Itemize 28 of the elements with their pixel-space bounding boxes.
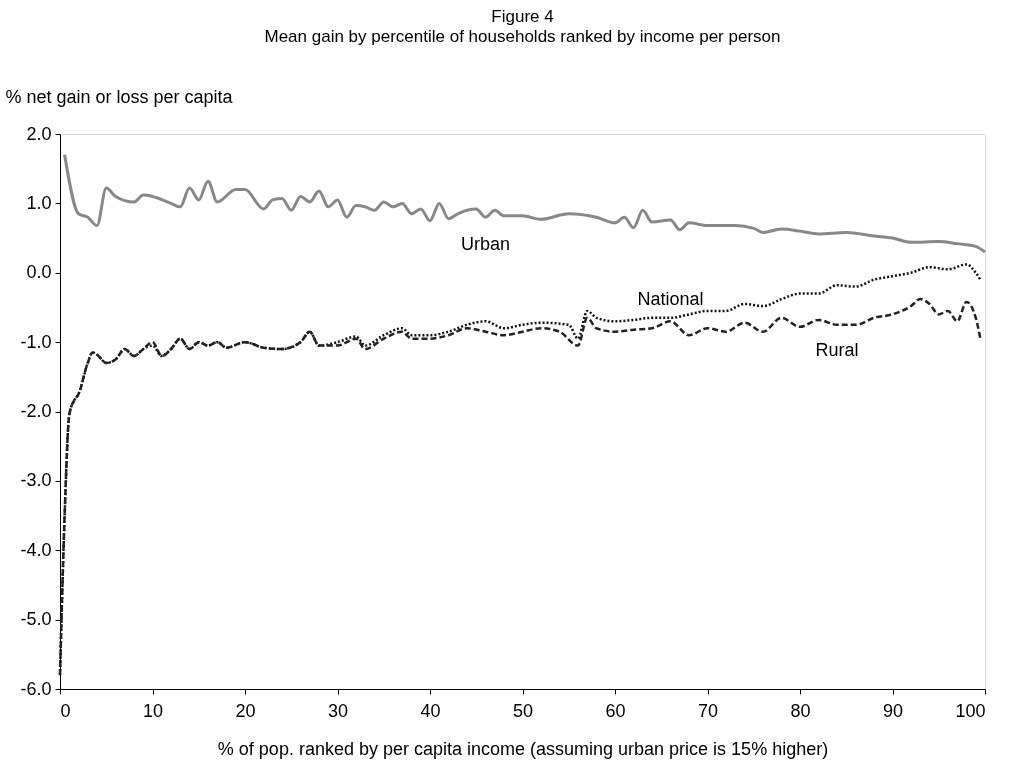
- series-label: Urban: [460, 234, 511, 255]
- x-tick-label: 100: [955, 700, 986, 721]
- y-tick-label: 1.0: [26, 192, 52, 213]
- series-label: National: [637, 288, 704, 309]
- y-tick-label: 2.0: [26, 123, 52, 144]
- y-axis-title: % net gain or loss per capita: [5, 86, 234, 107]
- chart-subtitle: Mean gain by percentile of households ranked by income per person: [264, 27, 781, 46]
- x-tick-label: 20: [235, 700, 256, 721]
- x-tick-label: 50: [512, 700, 534, 721]
- y-tick-label: -1.0: [20, 331, 52, 352]
- x-tick-label: 60: [605, 700, 626, 721]
- x-tick-label: 70: [697, 700, 719, 721]
- y-tick-label: -3.0: [20, 470, 52, 491]
- chart-title: Figure 4: [491, 7, 554, 26]
- y-tick-label: -5.0: [20, 609, 52, 630]
- x-tick-label: 10: [142, 700, 164, 721]
- y-tick-label: -4.0: [20, 539, 52, 560]
- y-tick-label: -6.0: [20, 678, 52, 699]
- x-tick-label: 90: [882, 700, 904, 721]
- line-series: [63, 153, 987, 254]
- x-tick-label: 80: [790, 700, 811, 721]
- x-tick-label: 40: [420, 700, 441, 721]
- series-label: Rural: [815, 339, 859, 360]
- y-tick-label: 0.0: [26, 262, 52, 283]
- x-tick-label: 0: [60, 700, 71, 721]
- x-tick-label: 30: [327, 700, 349, 721]
- y-tick-label: -2.0: [20, 401, 52, 421]
- x-axis-title: % of pop. ranked by per capita income (assuming urban price is 15% higher): [217, 738, 829, 759]
